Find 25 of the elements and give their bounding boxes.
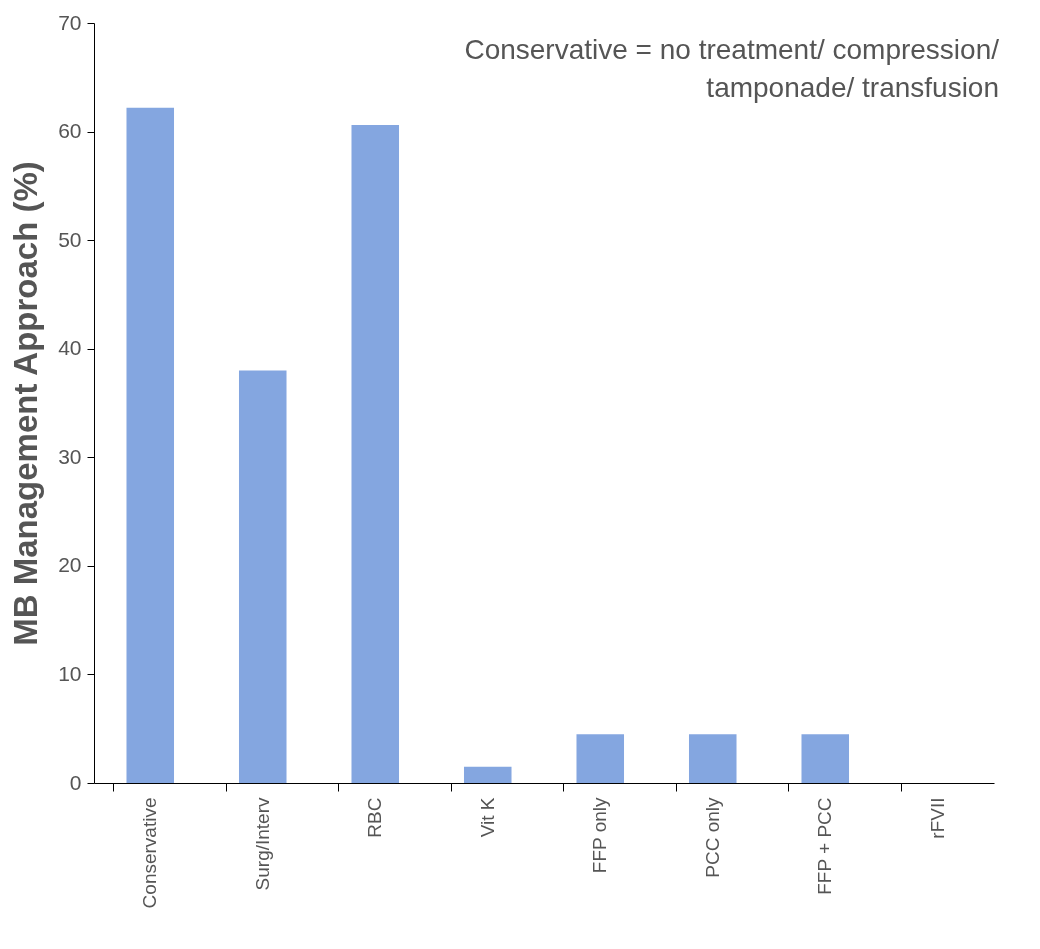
x-tick-label: rFVII <box>926 797 948 839</box>
x-tick-label: RBC <box>364 797 386 838</box>
y-tick-label: 0 <box>69 770 82 794</box>
x-tick-label: FFP only <box>589 797 611 874</box>
x-tick-label: Vit K <box>476 797 498 838</box>
x-tick-label: Surg/Interv <box>251 797 273 891</box>
bar <box>801 734 850 783</box>
y-tick-label: 70 <box>58 10 82 34</box>
bar <box>126 107 175 783</box>
x-tick-label: FFP + PCC <box>814 797 836 895</box>
bar <box>351 125 400 783</box>
y-tick-label: 60 <box>58 119 82 143</box>
bar <box>576 734 625 783</box>
y-tick-label: 40 <box>58 336 82 360</box>
bar <box>688 734 737 783</box>
y-tick-label: 30 <box>58 444 82 468</box>
bar <box>463 766 512 783</box>
x-tick-label: PCC only <box>701 797 723 878</box>
annotation: Conservative = no treatment/ compression/ tamponade/ transfusion <box>464 34 1000 103</box>
x-tick-label: Conservative <box>139 797 161 909</box>
y-tick-label: 20 <box>58 553 82 577</box>
bar <box>238 370 287 783</box>
y-axis-title: MB Management Approach (%) <box>7 161 45 646</box>
y-tick-label: 10 <box>58 661 82 685</box>
y-tick-label: 50 <box>58 227 82 251</box>
